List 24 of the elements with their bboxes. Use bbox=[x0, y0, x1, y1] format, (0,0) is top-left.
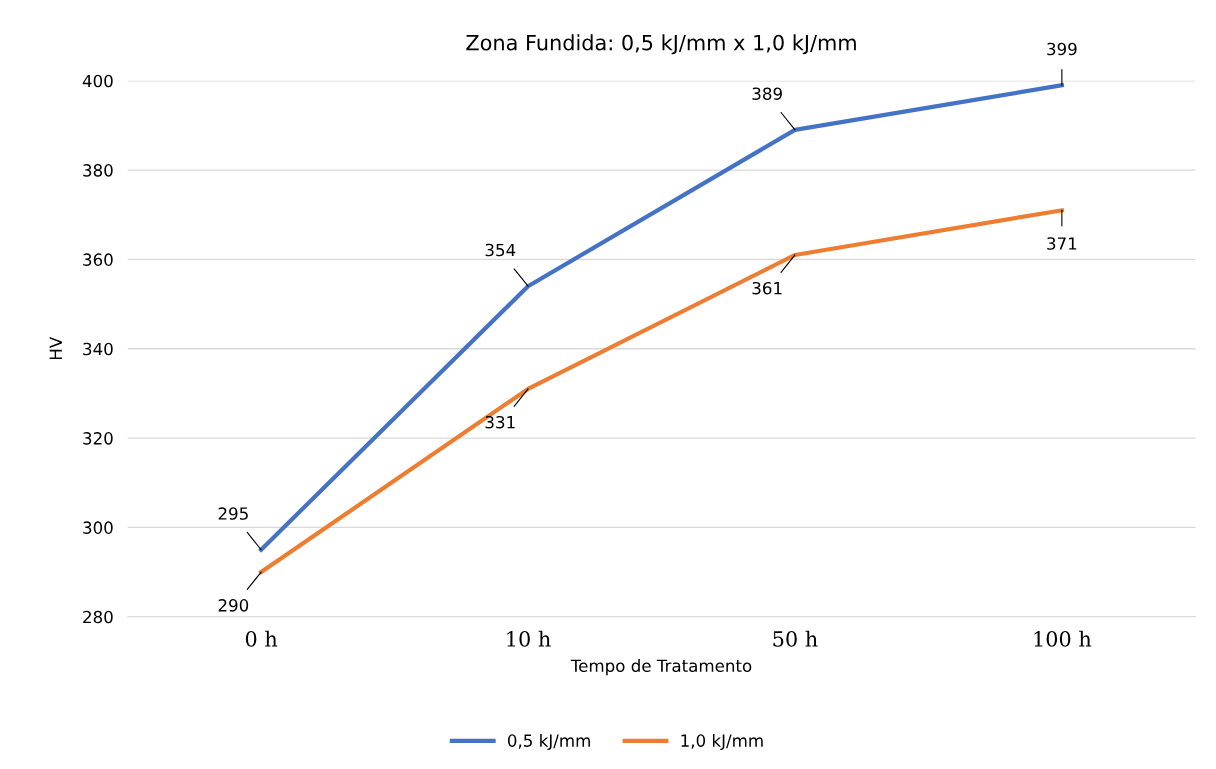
data-label: 295 bbox=[218, 507, 248, 520]
data-label: 331 bbox=[485, 415, 515, 429]
legend-label: 0,5 kJ/mm bbox=[507, 734, 590, 751]
chart-title: Zona Fundida: 0,5 kJ/mm x 1,0 kJ/mm bbox=[466, 34, 856, 55]
data-label: 354 bbox=[485, 243, 516, 257]
data-label: 371 bbox=[1047, 237, 1077, 250]
data-label: 361 bbox=[752, 281, 782, 295]
y-tick-label: 400 bbox=[82, 74, 113, 88]
y-tick-label: 340 bbox=[83, 342, 113, 356]
x-tick-label: 100 h bbox=[1034, 630, 1092, 647]
y-axis-title: HV bbox=[49, 336, 62, 360]
x-tick-label: 50 h bbox=[773, 630, 818, 647]
data-label: 290 bbox=[218, 599, 249, 612]
data-label: 399 bbox=[1047, 42, 1077, 56]
y-tick-label: 300 bbox=[83, 521, 113, 534]
y-tick-label: 320 bbox=[83, 432, 113, 445]
legend-label: 1,0 kJ/mm bbox=[681, 734, 763, 751]
x-axis-title: Tempo de Tratamento bbox=[570, 659, 752, 676]
y-tick-label: 280 bbox=[83, 610, 113, 624]
data-label: 389 bbox=[752, 87, 782, 100]
x-tick-label: 10 h bbox=[507, 630, 551, 647]
y-tick-label: 360 bbox=[83, 253, 113, 266]
x-tick-label: 0 h bbox=[245, 630, 278, 647]
y-tick-label: 380 bbox=[83, 164, 113, 177]
